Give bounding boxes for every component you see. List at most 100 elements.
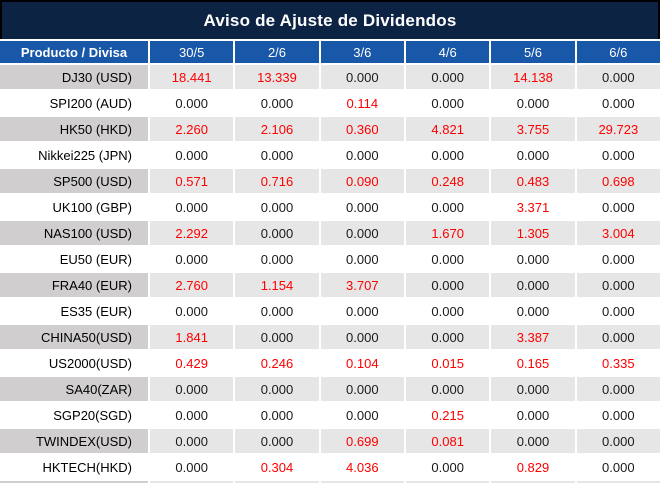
dividend-value: 13.339 (235, 65, 319, 89)
column-header-date: 3/6 (320, 41, 404, 63)
dividend-value: 0.000 (175, 251, 208, 267)
dividend-value: 0.000 (602, 303, 635, 319)
dividend-value: 0.000 (406, 65, 490, 89)
bottom-strip-cell (320, 481, 404, 483)
dividend-value: 0.104 (346, 355, 379, 371)
dividend-value: 1.154 (235, 273, 319, 297)
dividend-value: 0.000 (260, 199, 294, 215)
dividend-value: 0.000 (346, 407, 379, 423)
dividend-value: 3.004 (576, 221, 660, 245)
dividend-value: 0.000 (602, 147, 635, 163)
table-row: HK50 (HKD) 2.260 2.106 0.360 4.821 3.755 29.72… (0, 117, 660, 141)
dividend-value: 0.000 (346, 147, 379, 163)
dividend-value: 2.260 (150, 117, 234, 141)
table-row: ES35 (EUR) 0.000 0.000 0.000 0.000 0.000 0.000 (0, 299, 660, 323)
dividend-value: 0.000 (602, 199, 635, 215)
dividend-value: 0.000 (576, 377, 660, 401)
dividend-value: 0.015 (431, 355, 464, 371)
dividend-value: 0.000 (346, 251, 379, 267)
dividend-value: 3.387 (491, 325, 575, 349)
dividend-value: 0.000 (602, 251, 635, 267)
dividend-value: 0.000 (320, 377, 404, 401)
product-label: TWINDEX(USD) (0, 429, 148, 453)
dividend-value: 3.755 (491, 117, 575, 141)
dividend-value: 0.000 (175, 95, 208, 111)
dividend-value: 0.165 (516, 355, 550, 371)
table-row: SA40(ZAR) 0.000 0.000 0.000 0.000 0.000 0.000 (0, 377, 660, 401)
dividend-value: 0.000 (235, 325, 319, 349)
bottom-strip-cell (491, 481, 575, 483)
dividend-value: 1.670 (406, 221, 490, 245)
dividend-value: 0.716 (235, 169, 319, 193)
dividend-value: 0.000 (260, 303, 294, 319)
dividend-value: 1.305 (491, 221, 575, 245)
dividend-value: 0.000 (431, 199, 464, 215)
dividend-value: 0.000 (175, 459, 208, 475)
dividend-value: 0.000 (260, 251, 294, 267)
table-row: SP500 (USD) 0.571 0.716 0.090 0.248 0.483 0.69… (0, 169, 660, 193)
dividend-value: 0.000 (235, 429, 319, 453)
bottom-strip-cell (235, 481, 319, 483)
table-bottom-strip (0, 481, 660, 483)
dividend-value: 0.000 (576, 273, 660, 297)
product-label: UK100 (GBP) (52, 199, 132, 215)
dividend-value: 0.000 (602, 95, 635, 111)
dividend-value: 0.000 (406, 377, 490, 401)
dividend-value: 18.441 (150, 65, 234, 89)
dividend-value: 0.000 (175, 199, 208, 215)
table-row: NAS100 (USD) 2.292 0.000 0.000 1.670 1.305 3.0… (0, 221, 660, 245)
table-row: UK100 (GBP) 0.000 0.000 0.000 0.000 3.371 0.00… (0, 195, 660, 219)
column-header-date: 6/6 (576, 41, 660, 63)
dividend-value: 0.000 (491, 429, 575, 453)
product-label: HKTECH(HKD) (42, 459, 132, 475)
dividend-value: 1.841 (150, 325, 234, 349)
product-label: Nikkei225 (JPN) (38, 147, 132, 163)
dividend-value: 0.000 (431, 147, 464, 163)
product-label: ES35 (EUR) (60, 303, 132, 319)
product-label: SPI200 (AUD) (49, 95, 132, 111)
product-label: FRA40 (EUR) (0, 273, 148, 297)
column-header-date: 4/6 (406, 41, 490, 63)
product-label: US2000(USD) (48, 355, 132, 371)
dividend-value: 0.000 (320, 221, 404, 245)
dividend-value: 0.000 (260, 147, 294, 163)
dividend-value: 0.000 (175, 303, 208, 319)
dividend-value: 0.000 (516, 303, 550, 319)
bottom-strip-cell (576, 481, 660, 483)
column-header-date: 2/6 (235, 41, 319, 63)
page-title: Aviso de Ajuste de Dividendos (203, 10, 457, 30)
dividend-value: 0.000 (602, 459, 635, 475)
dividend-value: 2.106 (235, 117, 319, 141)
table-row: FRA40 (EUR) 2.760 1.154 3.707 0.000 0.000 0.00… (0, 273, 660, 297)
dividend-value: 0.000 (576, 65, 660, 89)
dividend-value: 14.138 (491, 65, 575, 89)
dividend-value: 0.000 (576, 429, 660, 453)
table-row: CHINA50(USD) 1.841 0.000 0.000 0.000 3.387 0.0… (0, 325, 660, 349)
dividend-value: 4.036 (346, 459, 379, 475)
dividend-value: 0.000 (516, 251, 550, 267)
product-label: EU50 (EUR) (59, 251, 132, 267)
dividend-value: 0.000 (516, 95, 550, 111)
title-bar: Aviso de Ajuste de Dividendos (0, 0, 660, 39)
bottom-strip-cell (0, 481, 148, 483)
dividend-value: 0.698 (576, 169, 660, 193)
bottom-strip-cell (150, 481, 234, 483)
product-label: SP500 (USD) (0, 169, 148, 193)
dividend-value: 0.000 (260, 95, 294, 111)
dividend-value: 0.000 (235, 377, 319, 401)
dividend-value: 0.000 (346, 199, 379, 215)
dividend-value: 0.699 (320, 429, 404, 453)
dividend-value: 0.000 (516, 147, 550, 163)
dividend-value: 0.000 (516, 407, 550, 423)
dividend-value: 0.000 (491, 273, 575, 297)
dividend-value: 0.000 (320, 65, 404, 89)
dividend-value: 0.248 (406, 169, 490, 193)
dividend-value: 0.000 (406, 325, 490, 349)
table-row: DJ30 (USD) 18.441 13.339 0.000 0.000 14.138 0.… (0, 65, 660, 89)
dividend-value: 0.571 (150, 169, 234, 193)
dividend-value: 0.215 (431, 407, 464, 423)
table-row: Nikkei225 (JPN) 0.000 0.000 0.000 0.000 0.000… (0, 143, 660, 167)
dividend-value: 0.246 (260, 355, 294, 371)
column-header-date: 5/6 (491, 41, 575, 63)
